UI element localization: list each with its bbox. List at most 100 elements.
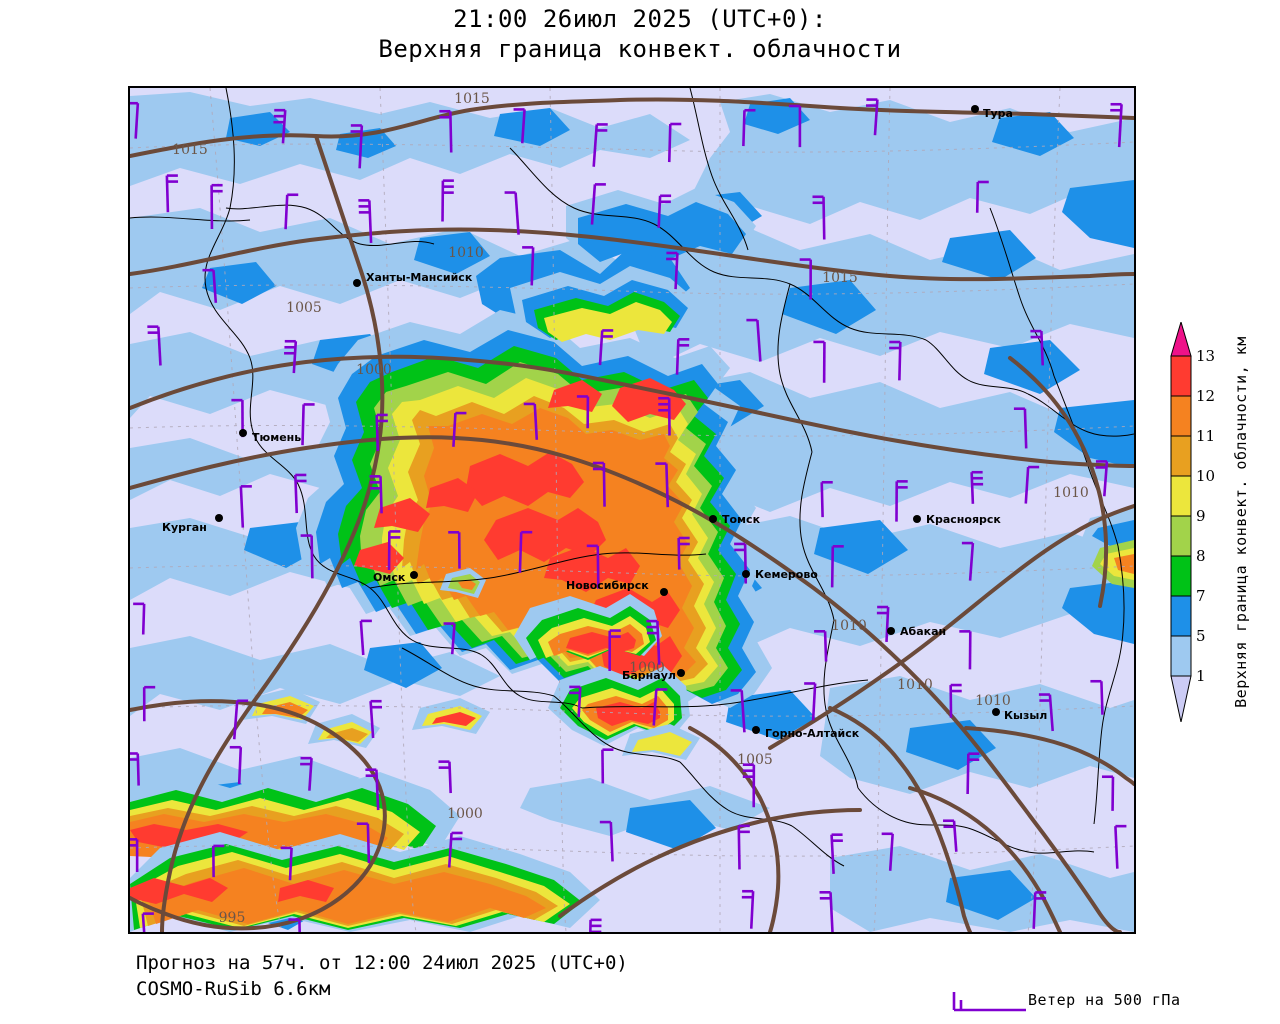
wind-barb-shaft xyxy=(298,919,301,932)
isobar-label: 1010 xyxy=(831,618,867,634)
city-dot xyxy=(709,515,717,523)
wind-barb-shaft xyxy=(820,482,824,518)
isobar-label: 1010 xyxy=(897,677,933,693)
wind-barb-shaft xyxy=(212,270,218,303)
wind-barb-shaft xyxy=(888,833,894,871)
city-dot xyxy=(887,627,895,635)
colorbar-tick: 9 xyxy=(1196,507,1206,525)
city-dot xyxy=(410,571,418,579)
colorbar-tick: 7 xyxy=(1196,587,1206,605)
city-label: Горно-Алтайск xyxy=(765,727,860,740)
isobars xyxy=(130,97,1134,932)
wind-barb-shaft xyxy=(359,620,365,656)
wind-barb-shaft xyxy=(1032,892,1037,929)
city-dot xyxy=(752,726,760,734)
wind-barb-legend-icon xyxy=(952,992,1026,1012)
wind-barb-shaft xyxy=(1100,681,1104,715)
city-label: Кызыл xyxy=(1004,709,1047,722)
city-label: Тюмень xyxy=(252,431,301,444)
storm-scattered-southwest xyxy=(242,688,700,760)
isobar-label: 1015 xyxy=(454,91,490,107)
wind-barb-shaft xyxy=(232,700,239,740)
city-markers: Тура Ханты-Мансийск Тюмень Курган Омск Томск К… xyxy=(162,105,1047,740)
wind-legend-label: Ветер на 500 гПа xyxy=(1028,991,1181,1009)
wind-barb-shaft xyxy=(237,747,243,785)
wind-barb-shaft xyxy=(667,123,672,163)
city-label: Новосибирск xyxy=(566,579,649,592)
city-label: Курган xyxy=(162,521,207,534)
wind-barb-shaft xyxy=(281,110,287,144)
city-label: Томск xyxy=(722,513,761,526)
wind-barb-shaft xyxy=(310,535,314,579)
wind-barb-shaft xyxy=(609,822,614,862)
wind-barb-shaft xyxy=(134,103,140,139)
colorbar[interactable]: 13 12 11 10 9 8 7 5 1 xyxy=(1168,322,1215,722)
city-label: Ханты-Мансийск xyxy=(366,271,473,284)
city-label: Кемерово xyxy=(755,568,818,581)
city-dot xyxy=(971,105,979,113)
wind-barb-shaft xyxy=(1024,466,1030,504)
wind-barb-shaft xyxy=(514,192,520,235)
page-title: 21:00 26июл 2025 (UTC+0): Верхняя границ… xyxy=(0,4,1280,64)
isobar-label: 1000 xyxy=(447,806,483,822)
wind-barb-shaft xyxy=(966,753,970,794)
footer: Прогноз на 57ч. от 12:00 24июл 2025 (UTC… xyxy=(136,950,628,1002)
city-dot xyxy=(660,588,668,596)
wind-barb-shaft xyxy=(452,413,457,447)
wind-barb-shaft xyxy=(157,326,162,366)
wind-barb-shaft xyxy=(1114,826,1119,869)
wind-barb-shaft xyxy=(665,463,670,508)
city-label: Омск xyxy=(373,571,406,584)
admin-borders xyxy=(130,88,1134,867)
city-dot xyxy=(677,669,685,677)
colorbar-tick: 8 xyxy=(1196,547,1206,565)
city-dot xyxy=(239,429,247,437)
storm-cluster-barnaul xyxy=(548,666,690,746)
wind-barb-shaft xyxy=(677,537,681,570)
wind-barb-shaft xyxy=(292,341,298,374)
storm-cell-isolated xyxy=(440,568,486,598)
wind-barb-shaft xyxy=(368,200,373,244)
wind-barb-shaft xyxy=(301,404,305,446)
storm-band-northeast xyxy=(510,266,696,342)
wind-barb-shaft xyxy=(450,623,456,655)
colorbar-tick: 10 xyxy=(1196,467,1216,485)
isobar-label: 1000 xyxy=(629,660,665,676)
wind-barb-shaft xyxy=(520,109,526,144)
isobar-label: 1015 xyxy=(172,142,208,158)
storm-band-tomsk-arm xyxy=(566,188,756,262)
isobar-label: 1010 xyxy=(448,245,484,261)
colorbar-tick: 11 xyxy=(1196,427,1216,445)
wind-barb-shaft xyxy=(756,320,762,362)
wind-barb-shaft xyxy=(366,823,371,864)
wind-barb-shaft xyxy=(873,99,879,136)
wind-barb-shaft xyxy=(602,462,606,507)
title-valid-time: 21:00 26июл 2025 (UTC+0): xyxy=(453,5,827,33)
city-label: Абакан xyxy=(900,625,946,638)
isobar-label: 995 xyxy=(219,910,246,926)
wind-barb-shaft xyxy=(375,769,380,811)
wind-barb-shaft xyxy=(577,686,582,718)
colorbar-swatches xyxy=(1170,322,1192,722)
wind-barb-shaft xyxy=(530,247,535,286)
isobar-label: 1005 xyxy=(286,300,322,316)
wind-barb-shaft xyxy=(596,545,600,589)
map-canvas: 1015101510151010101010101010101010051005… xyxy=(130,88,1134,932)
wind-barb-shaft xyxy=(742,110,746,147)
forecast-lead-info: Прогноз на 57ч. от 12:00 24июл 2025 (UTC… xyxy=(136,952,628,974)
city-label: Красноярск xyxy=(926,513,1001,526)
forecast-map[interactable]: 1015 1015 1015 1010 1010 1010 1010 1010 1005 1005… xyxy=(128,86,1136,934)
wind-barb-shaft xyxy=(141,913,146,932)
wind-barb-shaft xyxy=(652,689,658,726)
city-dot xyxy=(913,515,921,523)
wind-barb-shaft xyxy=(975,181,980,213)
title-field-name: Верхняя граница конвект. облачности xyxy=(378,35,902,63)
isobar-label: 1015 xyxy=(822,270,858,286)
wind-barb-shaft xyxy=(518,532,523,573)
colorbar-tick: 13 xyxy=(1196,347,1216,365)
wind-barb-shaft xyxy=(449,111,453,153)
isobar-label: 1000 xyxy=(356,362,392,378)
colorbar-axis-label: Верхняя граница конвект. облачности, км xyxy=(1232,336,1250,708)
wind-barb-shaft xyxy=(141,603,146,635)
wind-barb-shaft xyxy=(592,124,599,167)
